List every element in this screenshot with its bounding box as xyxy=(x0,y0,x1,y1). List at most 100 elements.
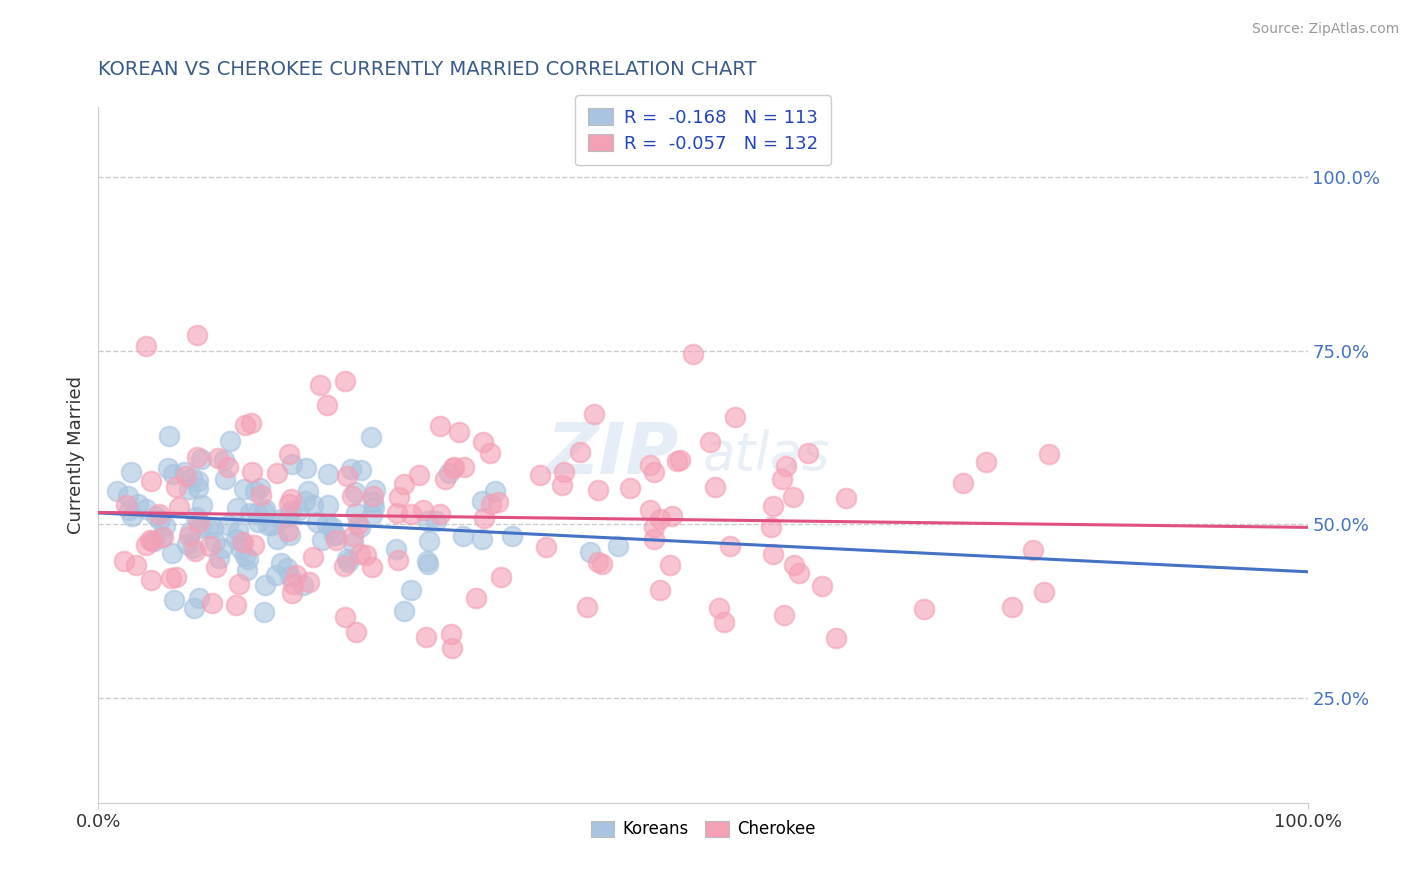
Point xyxy=(254,578,277,592)
Point xyxy=(578,544,600,558)
Point xyxy=(294,493,316,508)
Point xyxy=(186,510,208,524)
Point xyxy=(302,550,325,565)
Point xyxy=(233,549,256,563)
Point xyxy=(583,407,606,421)
Point xyxy=(278,528,301,542)
Point xyxy=(650,582,672,597)
Point xyxy=(429,418,451,433)
Point xyxy=(187,516,209,530)
Point xyxy=(762,547,785,561)
Point xyxy=(217,517,239,532)
Point xyxy=(437,466,460,480)
Point xyxy=(669,453,692,467)
Point xyxy=(225,532,247,546)
Point xyxy=(643,465,665,479)
Point xyxy=(343,485,366,500)
Point xyxy=(342,536,364,550)
Point xyxy=(440,627,463,641)
Point xyxy=(228,577,250,591)
Point xyxy=(157,429,180,443)
Point xyxy=(588,555,610,569)
Point xyxy=(952,475,974,490)
Point xyxy=(659,558,682,573)
Text: ZIP: ZIP xyxy=(547,420,679,490)
Point xyxy=(238,552,260,566)
Point xyxy=(392,604,415,618)
Point xyxy=(232,482,254,496)
Point xyxy=(354,548,377,562)
Point xyxy=(253,501,276,516)
Point xyxy=(243,538,266,552)
Point xyxy=(534,540,557,554)
Point xyxy=(176,469,198,483)
Point xyxy=(270,512,292,526)
Point xyxy=(264,568,287,582)
Point xyxy=(105,484,128,499)
Point xyxy=(344,625,367,640)
Point xyxy=(553,465,575,479)
Point xyxy=(190,451,212,466)
Point xyxy=(186,450,208,464)
Point xyxy=(342,528,364,542)
Point xyxy=(162,467,184,482)
Point xyxy=(415,630,437,644)
Point xyxy=(569,445,592,459)
Point xyxy=(974,455,997,469)
Point xyxy=(309,378,332,392)
Text: atlas: atlas xyxy=(703,429,831,481)
Point xyxy=(229,535,252,549)
Point xyxy=(385,542,408,557)
Y-axis label: Currently Married: Currently Married xyxy=(66,376,84,534)
Text: KOREAN VS CHEROKEE CURRENTLY MARRIED CORRELATION CHART: KOREAN VS CHEROKEE CURRENTLY MARRIED COR… xyxy=(98,60,756,79)
Point xyxy=(120,465,142,479)
Point xyxy=(787,566,810,581)
Point xyxy=(250,487,273,501)
Point xyxy=(138,533,160,548)
Point xyxy=(350,463,373,477)
Point xyxy=(316,467,339,481)
Point xyxy=(188,521,211,535)
Point xyxy=(361,490,384,504)
Point xyxy=(335,609,357,624)
Point xyxy=(176,537,198,551)
Point xyxy=(797,445,820,459)
Point xyxy=(762,500,785,514)
Point xyxy=(186,327,208,342)
Point xyxy=(1032,584,1054,599)
Point xyxy=(412,503,434,517)
Point xyxy=(761,520,783,534)
Point xyxy=(204,534,226,549)
Point xyxy=(297,483,319,498)
Point xyxy=(619,481,641,495)
Point xyxy=(315,517,337,532)
Point xyxy=(246,506,269,520)
Point xyxy=(361,495,384,509)
Point xyxy=(333,558,356,573)
Point xyxy=(321,520,343,534)
Point xyxy=(471,493,494,508)
Point xyxy=(479,497,502,511)
Point xyxy=(249,481,271,495)
Point xyxy=(344,506,367,520)
Point xyxy=(478,446,501,460)
Point xyxy=(316,398,339,412)
Point xyxy=(416,514,439,528)
Point xyxy=(295,461,318,475)
Point xyxy=(305,515,328,529)
Point xyxy=(336,552,359,566)
Point xyxy=(232,535,254,549)
Point xyxy=(225,598,247,612)
Point xyxy=(281,586,304,600)
Point xyxy=(449,425,471,439)
Point xyxy=(187,591,209,606)
Point xyxy=(648,511,671,525)
Point xyxy=(425,514,447,528)
Point xyxy=(638,458,661,472)
Point xyxy=(441,461,464,475)
Point xyxy=(349,519,371,533)
Point xyxy=(770,472,793,486)
Point xyxy=(207,451,229,466)
Point xyxy=(181,541,204,556)
Point xyxy=(281,457,304,471)
